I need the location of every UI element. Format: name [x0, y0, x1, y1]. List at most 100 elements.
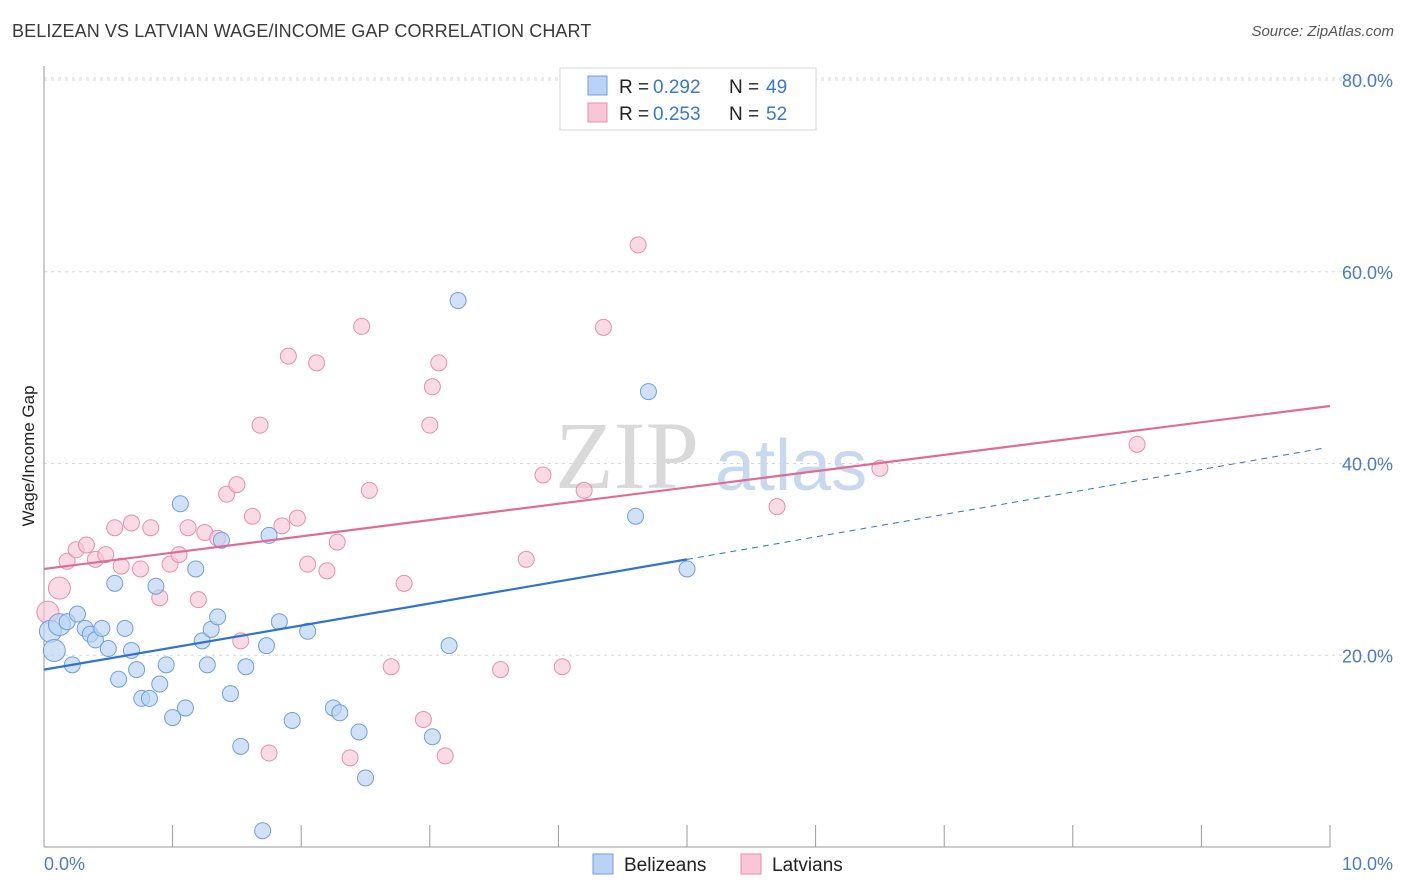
belizean-point-48: [678, 560, 696, 578]
belizean-point-30: [221, 685, 239, 703]
belizean-point-43: [423, 728, 441, 746]
legend-n-value-1: 49: [766, 77, 787, 98]
belizean-point-34: [257, 637, 275, 655]
belizean-point-41: [350, 723, 368, 741]
latvian-point-43: [517, 550, 535, 568]
latvian-point-14: [170, 546, 188, 564]
belizean-point-20: [157, 656, 175, 674]
latvian-point-23: [251, 416, 269, 434]
latvian-point-49: [768, 498, 786, 516]
belizean-point-26: [198, 656, 216, 674]
legend-r-label-1: R =: [619, 77, 649, 98]
belizean-point-37: [283, 711, 301, 729]
source-credit: Source: ZipAtlas.com: [1251, 23, 1394, 40]
latvian-point-20: [228, 476, 246, 494]
belizean-point-11: [106, 574, 124, 592]
latvian-point-9: [122, 514, 140, 532]
belizeans-points: [38, 292, 696, 840]
legend-bottom-label-belizeans: Belizeans: [624, 855, 706, 876]
belizean-point-18: [147, 577, 165, 595]
latvians-trend-line: [43, 404, 1331, 571]
legend-bottom-label-latvians: Latvians: [772, 855, 843, 876]
latvian-point-33: [353, 317, 371, 335]
belizean-point-12: [110, 670, 128, 688]
legend-n-label-2: N =: [729, 104, 759, 125]
belizean-point-46: [627, 507, 645, 525]
belizean-point-31: [232, 737, 250, 755]
latvian-point-25: [273, 517, 291, 535]
trend-lines: [43, 404, 1331, 671]
latvian-point-24: [260, 744, 278, 762]
belizean-point-32: [237, 658, 255, 676]
belizean-point-23: [176, 699, 194, 717]
latvian-point-26: [279, 347, 297, 365]
belizean-point-13: [116, 619, 134, 637]
latvian-point-11: [142, 519, 160, 537]
legend-r-label-2: R =: [619, 104, 649, 125]
belizean-point-21: [164, 709, 182, 727]
belizean-point-33: [254, 822, 272, 840]
latvian-point-44: [534, 466, 552, 484]
y-tick-label-20: 20.0%: [1342, 646, 1393, 666]
latvian-point-42: [492, 661, 510, 679]
belizean-point-5: [68, 605, 86, 623]
legend-bottom: Belizeans Latvians: [592, 853, 843, 876]
belizeans-trend-extension: [686, 447, 1324, 560]
latvian-point-27: [288, 509, 306, 527]
axes: [43, 66, 1331, 848]
latvian-point-15: [179, 519, 197, 537]
belizean-point-38: [299, 622, 317, 640]
latvian-point-34: [360, 481, 378, 499]
latvian-point-6: [97, 546, 115, 564]
belizean-point-29: [212, 531, 230, 549]
belizeans-trend-line: [43, 558, 688, 671]
legend-bottom-swatch-belizeans: [592, 853, 614, 875]
legend-top: R = 0.292 N = 49 R = 0.253 N = 52: [559, 67, 817, 131]
latvian-point-1: [47, 576, 71, 600]
latvian-point-22: [243, 507, 261, 525]
y-axis-title: Wage/Income Gap: [19, 385, 38, 526]
latvian-point-46: [575, 481, 593, 499]
y-tick-label-40: 40.0%: [1342, 455, 1393, 475]
belizean-point-24: [187, 560, 205, 578]
legend-n-label-1: N =: [729, 77, 759, 98]
latvian-point-47: [594, 318, 612, 336]
belizean-point-9: [93, 619, 111, 637]
latvian-point-35: [382, 658, 400, 676]
latvian-point-32: [341, 749, 359, 767]
y-tick-label-60: 60.0%: [1342, 263, 1393, 283]
latvian-point-30: [318, 562, 336, 580]
belizean-point-47: [639, 383, 657, 401]
belizean-point-40: [331, 704, 349, 722]
belizean-point-10: [99, 640, 117, 658]
latvian-point-41: [436, 747, 454, 765]
latvian-point-4: [77, 536, 95, 554]
latvian-point-7: [106, 519, 124, 537]
latvian-point-36: [395, 574, 413, 592]
belizean-point-28: [209, 608, 227, 626]
y-tick-labels: 20.0% 40.0% 60.0% 80.0%: [1342, 71, 1393, 666]
latvian-point-38: [421, 416, 439, 434]
gridlines: [44, 77, 1393, 656]
legend-r-value-2: 0.253: [653, 104, 701, 125]
latvian-point-29: [308, 354, 326, 372]
legend-r-value-1: 0.292: [653, 77, 701, 98]
belizean-point-22: [171, 495, 189, 513]
chart-title: BELIZEAN VS LATVIAN WAGE/INCOME GAP CORR…: [12, 21, 592, 41]
latvian-point-10: [131, 560, 149, 578]
belizean-point-17: [140, 689, 158, 707]
belizean-point-44: [440, 637, 458, 655]
legend-swatch-belizeans: [587, 75, 608, 96]
latvian-point-51: [1128, 435, 1146, 453]
watermark-atlas: atlas: [715, 426, 867, 506]
legend-swatch-latvians: [587, 102, 608, 123]
latvian-point-45: [553, 658, 571, 676]
latvian-point-40: [430, 354, 448, 372]
latvian-point-31: [328, 533, 346, 551]
latvian-point-16: [189, 591, 207, 609]
x-tick-label-min: 0.0%: [44, 854, 85, 874]
belizean-point-42: [357, 769, 374, 787]
latvian-point-37: [414, 710, 432, 728]
x-tick-label-max: 10.0%: [1342, 854, 1393, 874]
